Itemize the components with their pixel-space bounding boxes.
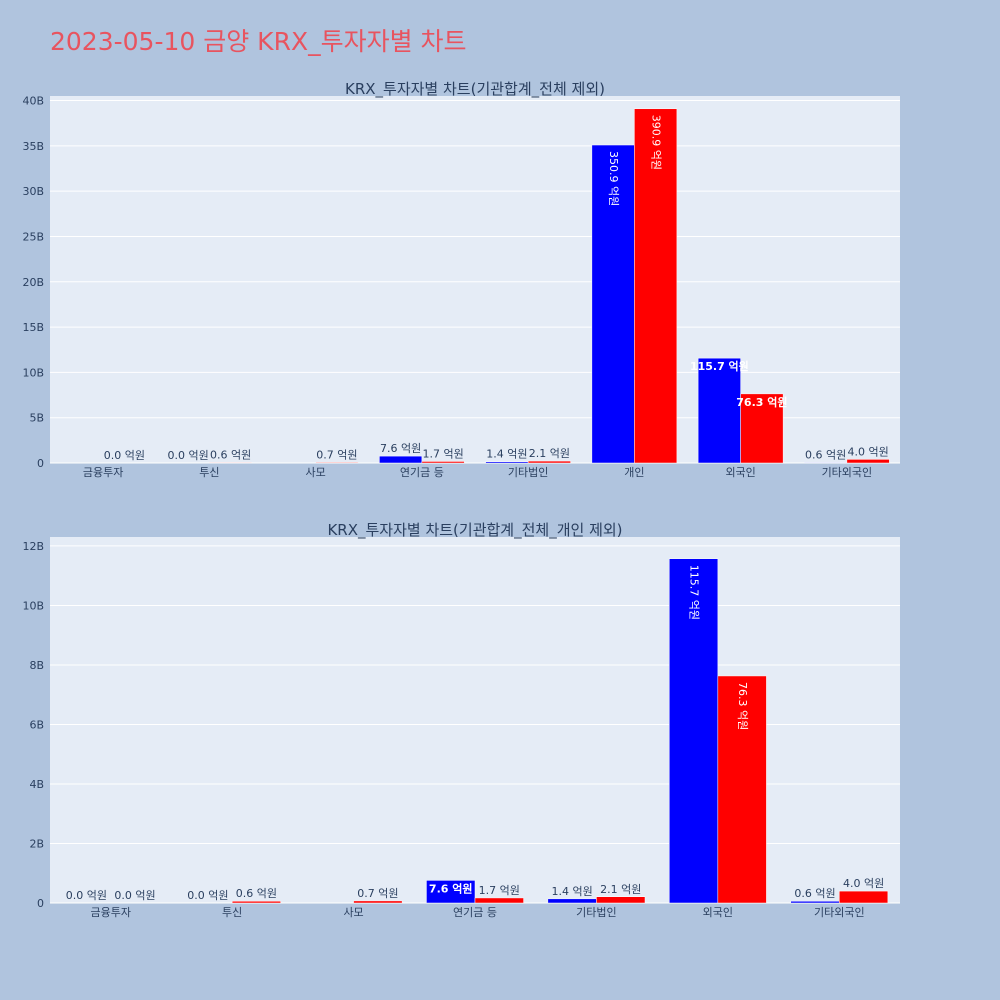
data-label: 0.0 억원 (168, 449, 209, 462)
bar (315, 462, 359, 464)
bar (846, 459, 890, 464)
x-tick-label: 연기금 등 (453, 906, 497, 919)
y-tick-label: 6B (29, 718, 44, 731)
y-tick-label: 10B (22, 599, 44, 612)
bar (527, 460, 571, 464)
bar (426, 880, 476, 904)
data-label: 1.7 억원 (479, 884, 520, 897)
x-tick-label: 금융투자 (83, 466, 123, 479)
y-tick-label: 4B (29, 778, 44, 791)
data-label: 7.6 억원 (429, 881, 473, 895)
y-tick-label: 12B (22, 540, 44, 553)
data-label: 4.0 억원 (848, 445, 889, 458)
data-label: 115.7 억원 (688, 565, 701, 620)
y-tick-label: 5B (29, 412, 44, 425)
y-tick-label: 0 (37, 457, 44, 470)
bar (421, 461, 465, 464)
x-tick-label: 기타외국인 (822, 466, 873, 479)
x-tick-label: 개인 (624, 466, 644, 479)
x-tick-label: 외국인 (725, 466, 755, 479)
data-label: 7.6 억원 (380, 442, 421, 455)
x-tick-label: 연기금 등 (400, 466, 444, 479)
data-label: 1.7 억원 (423, 447, 464, 460)
x-tick-label: 기타법인 (508, 466, 548, 479)
data-label: 2.1 억원 (529, 447, 570, 460)
x-tick-label: 기타법인 (576, 906, 616, 919)
bar (379, 455, 423, 464)
x-tick-label: 금융투자 (90, 906, 130, 919)
bar (804, 462, 848, 464)
y-tick-label: 2B (29, 837, 44, 850)
data-label: 76.3 억원 (736, 395, 787, 409)
chart-title: KRX_투자자별 차트(기관합계_전체_개인 제외) (327, 521, 622, 540)
data-label: 0.6 억원 (805, 448, 846, 461)
chart-2: 0 2B 4B 6B 8B 10B 12B KRX_투자자별 차트(기관합계_전체_개인 제외… (22, 521, 900, 919)
bar (596, 896, 646, 904)
chart-1: 0 5B 10B 15B 20B 25B 30B 35B 40B KRX_투자자별 차트(기관합계… (22, 80, 900, 479)
x-tick-label: 사모 (343, 906, 363, 919)
data-label: 0.0 억원 (66, 889, 107, 902)
y-tick-label: 20B (22, 276, 44, 289)
x-tick-label: 사모 (306, 466, 326, 479)
chart-title: KRX_투자자별 차트(기관합계_전체 제외) (345, 80, 605, 99)
bar (717, 675, 767, 904)
data-label: 0.6 억원 (210, 448, 251, 461)
data-label: 1.4 억원 (552, 885, 593, 898)
bar (474, 897, 524, 904)
bar (209, 462, 253, 464)
bar (485, 461, 529, 464)
plot-area (50, 537, 900, 903)
bar (790, 900, 840, 904)
data-label: 0.6 억원 (794, 887, 835, 900)
bar (547, 898, 597, 904)
data-label: 0.7 억원 (357, 887, 398, 900)
page-title: 2023-05-10 금양 KRX_투자자별 차트 (50, 27, 467, 56)
data-label: 2.1 억원 (600, 883, 641, 896)
x-tick-label: 기타외국인 (814, 906, 865, 919)
y-tick-label: 40B (22, 95, 44, 108)
y-tick-label: 10B (22, 366, 44, 379)
bar (353, 900, 403, 904)
x-tick-label: 투신 (222, 906, 242, 919)
y-tick-label: 8B (29, 659, 44, 672)
data-label: 0.6 억원 (236, 887, 277, 900)
data-label: 390.9 억원 (650, 115, 663, 170)
data-label: 0.0 억원 (187, 889, 228, 902)
y-tick-label: 25B (22, 230, 44, 243)
data-label: 0.0 억원 (114, 889, 155, 902)
data-label: 0.7 억원 (316, 448, 357, 461)
data-label: 350.9 억원 (607, 151, 620, 206)
data-label: 76.3 억원 (736, 682, 749, 730)
bar (839, 890, 889, 904)
y-tick-label: 15B (22, 321, 44, 334)
data-label: 4.0 억원 (843, 877, 884, 890)
data-label: 115.7 억원 (690, 359, 749, 373)
data-label: 1.4 억원 (486, 448, 527, 461)
y-tick-label: 30B (22, 185, 44, 198)
bar (231, 900, 281, 904)
bar (634, 108, 678, 464)
y-tick-label: 0 (37, 897, 44, 910)
x-tick-label: 외국인 (703, 906, 733, 919)
data-label: 0.0 억원 (104, 449, 145, 462)
x-tick-label: 투신 (199, 466, 219, 479)
bar (697, 357, 741, 464)
bar (740, 393, 784, 464)
bar (591, 144, 635, 464)
y-tick-label: 35B (22, 140, 44, 153)
bar (669, 558, 719, 904)
